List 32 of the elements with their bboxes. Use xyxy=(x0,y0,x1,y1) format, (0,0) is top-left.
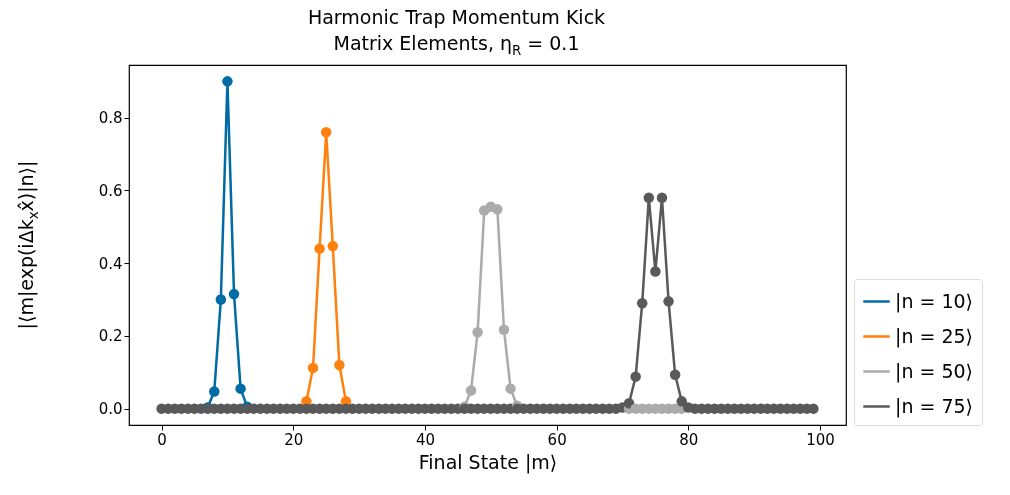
point xyxy=(505,383,516,394)
point xyxy=(222,76,233,87)
x-tick-label: 100 xyxy=(806,430,835,449)
point xyxy=(314,243,325,254)
point xyxy=(334,359,345,371)
point xyxy=(235,383,246,394)
point xyxy=(492,204,503,215)
point xyxy=(209,386,220,397)
legend-label: |n = 25⟩ xyxy=(895,324,974,348)
point xyxy=(498,324,510,335)
legend-label: |n = 75⟩ xyxy=(895,394,974,418)
x-tick-label: 0 xyxy=(157,430,167,449)
x-tick-label: 80 xyxy=(679,430,699,449)
x-tick-label: 20 xyxy=(284,430,304,449)
y-tick-label: 0.6 xyxy=(98,181,123,200)
point xyxy=(215,294,227,305)
x-tick-label: 40 xyxy=(415,430,435,449)
point xyxy=(472,327,483,338)
point xyxy=(307,362,319,374)
point xyxy=(327,240,339,252)
legend-label: |n = 10⟩ xyxy=(895,289,974,313)
chart-title: Harmonic Trap Momentum Kick Matrix Elements, η$_{R}$ = 0.1 xyxy=(306,5,607,60)
point xyxy=(228,288,240,300)
point xyxy=(465,385,477,396)
y-tick-label: 0.4 xyxy=(98,254,123,273)
legend-label: |n = 50⟩ xyxy=(895,359,974,383)
y-tick-label: 0.0 xyxy=(98,400,123,419)
x-axis-title: Final State |m⟩ xyxy=(418,450,558,474)
point xyxy=(320,127,332,138)
x-tick-label: 60 xyxy=(547,430,567,449)
y-tick-label: 0.2 xyxy=(98,327,123,346)
y-tick-label: 0.8 xyxy=(98,109,123,128)
